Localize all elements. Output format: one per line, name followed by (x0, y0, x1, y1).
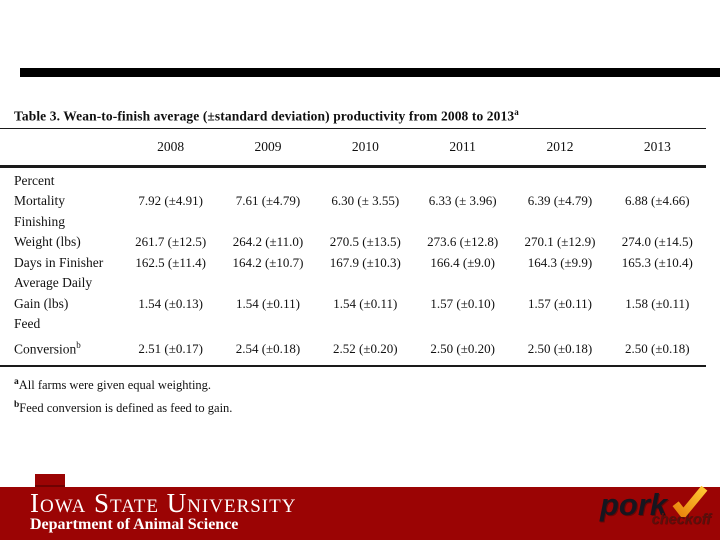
table-rule-top (0, 127, 706, 129)
table-cell: 1.58 (±0.11) (625, 295, 690, 311)
divider-bar (20, 68, 720, 77)
table-footnotes: aAll farms were given equal weighting. b… (0, 367, 708, 418)
table-cell: 1.54 (±0.11) (333, 295, 398, 311)
column-header-2012: 2012 (546, 139, 574, 154)
table-cell: 2.51 (±0.17) (138, 341, 203, 356)
table-cell: 6.39 (±4.79) (527, 193, 593, 208)
footnote-b: bFeed conversion is defined as feed to g… (14, 400, 233, 416)
table-cell: 166.4 (±9.0) (430, 254, 495, 270)
table-cell: 270.1 (±12.9) (524, 234, 596, 249)
table-cell: 1.57 (±0.11) (527, 295, 593, 311)
banner-tab (35, 474, 65, 487)
logo-pork-text: pork (600, 487, 668, 522)
footer-banner: Iowa State University Department of Anim… (0, 486, 720, 540)
column-header-2013: 2013 (643, 139, 671, 154)
table-cell: 1.57 (±0.10) (430, 295, 495, 311)
table-cell: 270.5 (±13.5) (329, 234, 401, 249)
table-title-text: Table 3. Wean-to-finish average (±standa… (14, 108, 515, 124)
table-cell: 264.2 (±11.0) (232, 234, 304, 249)
table-title: Table 3. Wean-to-finish average (±standa… (0, 96, 708, 128)
table-cell: 6.30 (± 3.55) (331, 193, 400, 208)
row-label: Average Daily Gain (lbs) (14, 275, 93, 311)
table-cell: 273.6 (±12.8) (427, 234, 499, 249)
table-row-feed-conversion: Feed Conversionb 2.51 (±0.17) 2.54 (±0.1… (0, 314, 706, 360)
table-header-row: 2008 2009 2010 2011 2012 2013 (0, 129, 706, 165)
row-label-superscript: b (76, 339, 81, 350)
pork-checkoff-logo: pork checkoff (598, 486, 714, 540)
table-row-finishing-weight: Finishing Weight (lbs) 261.7 (±12.5) 264… (0, 212, 706, 253)
table-title-superscript: a (514, 107, 519, 117)
column-header-2008: 2008 (157, 139, 185, 154)
table-cell: 2.52 (±0.20) (333, 341, 398, 356)
table-cell: 167.9 (±10.3) (329, 254, 401, 270)
column-header-2011: 2011 (449, 139, 476, 154)
column-header-2010: 2010 (351, 139, 379, 154)
table-cell: 6.88 (±4.66) (625, 193, 690, 208)
footnote-a: aAll farms were given equal weighting. (14, 377, 212, 393)
row-label: Finishing Weight (lbs) (14, 213, 81, 250)
row-label: Percent Mortality (14, 172, 65, 209)
productivity-table: Table 3. Wean-to-finish average (±standa… (0, 96, 708, 418)
table-cell: 2.54 (±0.18) (235, 341, 301, 356)
table-row-average-daily-gain: Average Daily Gain (lbs) 1.54 (±0.13) 1.… (0, 273, 706, 314)
table-cell: 165.3 (±10.4) (621, 254, 693, 270)
table-cell: 164.2 (±10.7) (232, 254, 304, 270)
table-cell: 261.7 (±12.5) (135, 234, 207, 249)
checkmark-icon (672, 486, 708, 517)
table-row-percent-mortality: Percent Mortality 7.92 (±4.91) 7.61 (±4.… (0, 171, 706, 212)
table-cell: 1.54 (±0.11) (235, 295, 301, 311)
table-cell: 7.61 (±4.79) (235, 193, 301, 208)
row-label: Feed Conversionb (14, 316, 81, 356)
table-cell: 164.3 (±9.9) (527, 254, 593, 270)
university-wordmark: Iowa State University (30, 488, 297, 518)
table-cell: 274.0 (±14.5) (621, 234, 693, 249)
table-cell: 2.50 (±0.20) (430, 341, 495, 356)
row-label: Days in Finisher (14, 254, 104, 270)
table-rule-bottom (0, 364, 706, 367)
table-cell: 162.5 (±11.4) (135, 254, 206, 270)
table-cell: 7.92 (±4.91) (138, 193, 203, 208)
logo-checkoff-text: checkoff (651, 512, 711, 528)
table-cell: 2.50 (±0.18) (625, 341, 690, 356)
department-name: Department of Animal Science (30, 516, 239, 533)
table-cell: 6.33 (± 3.96) (428, 193, 497, 208)
table-row-days-in-finisher: Days in Finisher 162.5 (±11.4) 164.2 (±1… (0, 253, 706, 274)
table-rule-header (0, 165, 706, 168)
column-header-2009: 2009 (254, 139, 282, 154)
table-body: Percent Mortality 7.92 (±4.91) 7.61 (±4.… (0, 168, 708, 365)
table-cell: 2.50 (±0.18) (527, 341, 593, 356)
table-cell: 1.54 (±0.13) (138, 295, 203, 311)
